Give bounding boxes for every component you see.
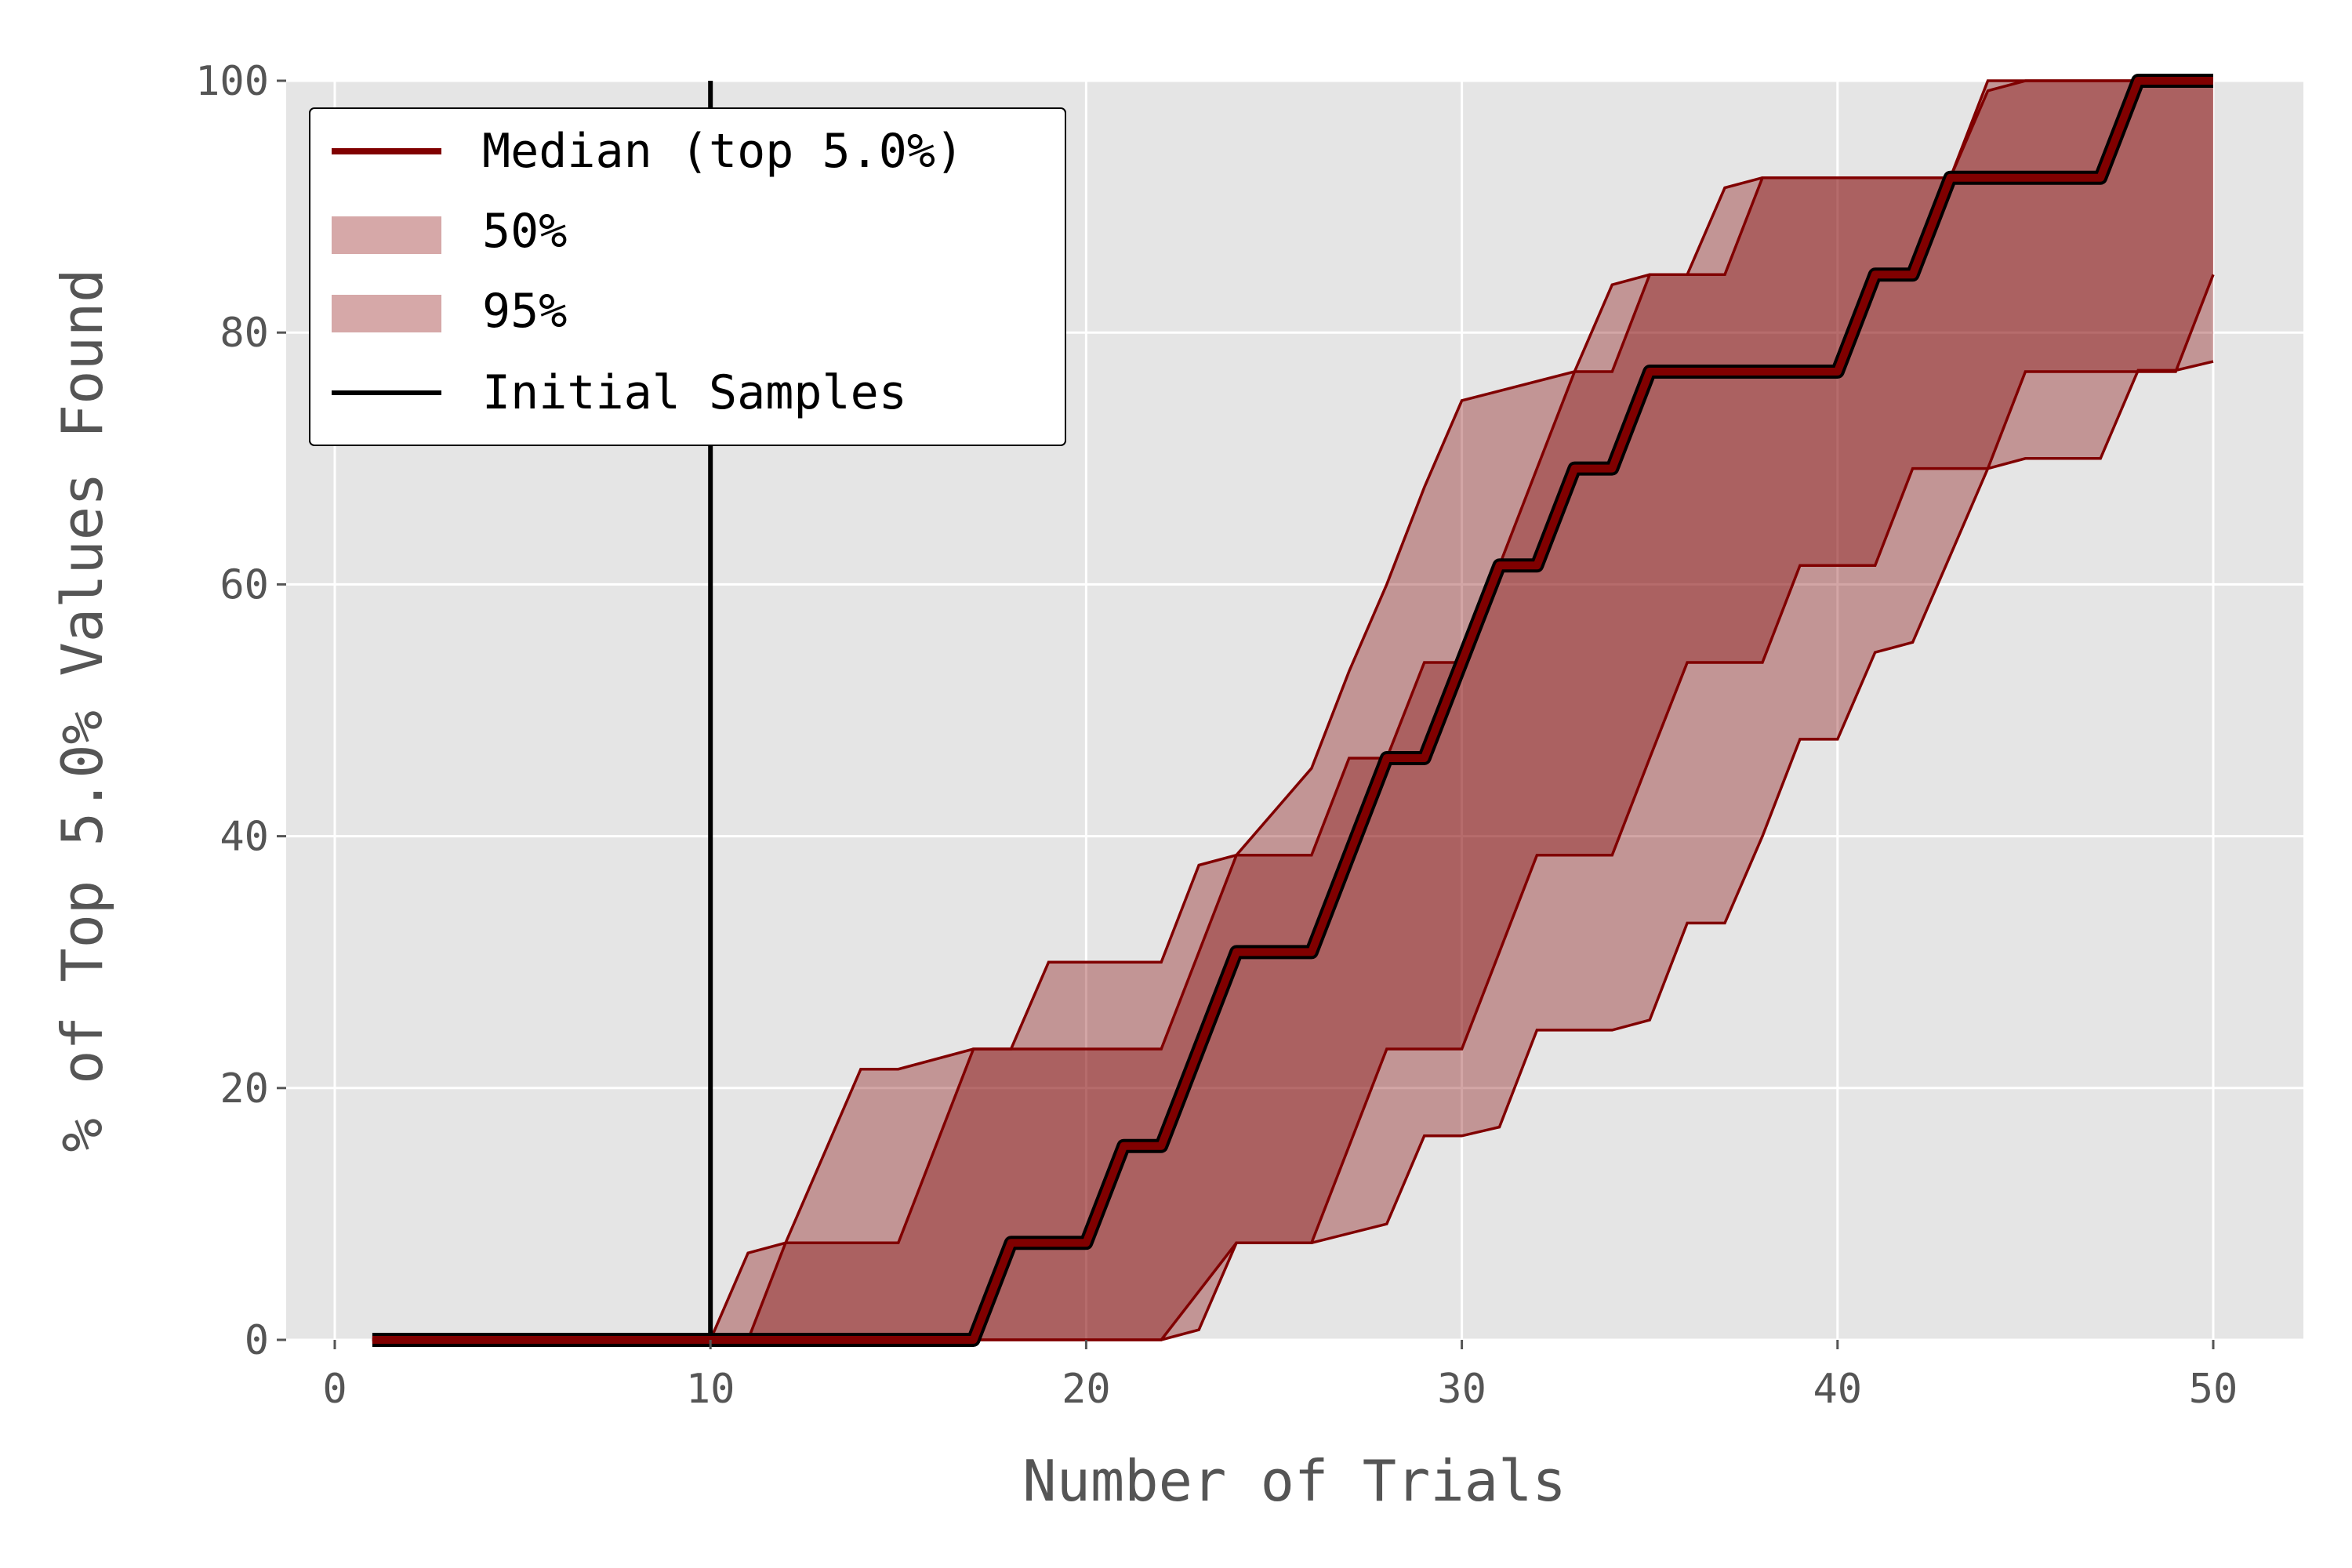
median-line (372, 77, 2213, 1344)
band-95-upper-line (372, 79, 2213, 1341)
band-50-fill (372, 81, 2214, 1340)
legend-median-label: Median (top 5.0%) (482, 124, 964, 179)
y-tick-label: 80 (220, 310, 269, 357)
band-50-lower-line (372, 274, 2215, 1341)
legend-50-swatch (332, 216, 441, 254)
x-tick-label: 30 (1437, 1366, 1486, 1413)
x-axis-label: Number of Trials (1022, 1448, 1566, 1514)
band-95-fill (372, 81, 2214, 1340)
legend: Median (top 5.0%) 50% 95% Initial Sample… (309, 107, 1066, 446)
x-tick-label: 40 (1813, 1366, 1862, 1413)
legend-50-label: 50% (482, 204, 567, 259)
band-95-lower-line (372, 360, 2214, 1341)
y-tick-label: 60 (220, 561, 269, 608)
y-axis-label: % of Top 5.0% Values Found (49, 268, 115, 1152)
y-tick-label: 40 (220, 814, 269, 861)
legend-frame (309, 107, 1066, 446)
x-tick-label: 10 (686, 1366, 735, 1413)
legend-95-label: 95% (482, 284, 567, 339)
y-tick-label: 100 (195, 58, 269, 105)
y-tick-label: 20 (220, 1065, 269, 1112)
x-tick-label: 20 (1062, 1366, 1111, 1413)
x-tick-label: 0 (322, 1366, 347, 1413)
legend-initial-label: Initial Samples (482, 365, 907, 420)
axes: 0 10 20 30 40 50 0 20 40 60 80 100 (195, 58, 2238, 1413)
y-tick-label: 0 (245, 1317, 269, 1364)
legend-95-swatch (332, 295, 441, 332)
x-tick-label: 50 (2189, 1366, 2238, 1413)
